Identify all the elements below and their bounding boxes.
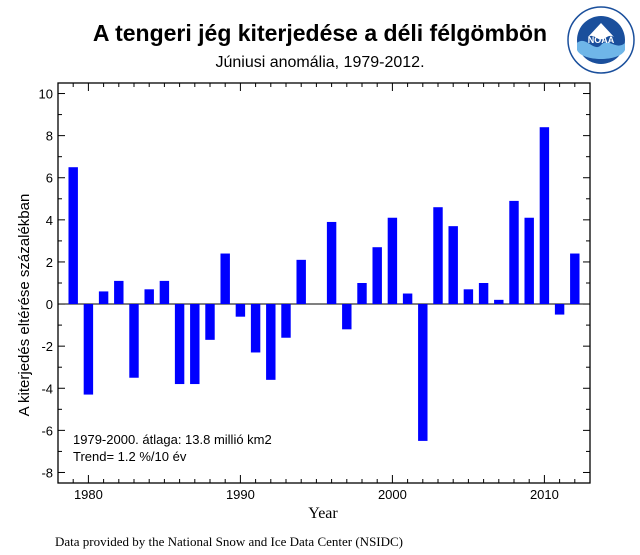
bar-1980 (83, 304, 94, 395)
y-tick-label: 0 (46, 297, 53, 312)
bar-1983 (129, 304, 139, 378)
annotation-trend: Trend= 1.2 %/10 év (73, 449, 187, 464)
bar-series (68, 127, 580, 441)
bar-1979 (68, 167, 78, 305)
source-note: Data provided by the National Snow and I… (55, 534, 404, 549)
bar-1988 (205, 304, 215, 340)
y-tick-label: 8 (46, 129, 53, 144)
bar-2009 (524, 217, 534, 305)
bar-2001 (402, 293, 413, 305)
bar-1992 (266, 304, 276, 380)
chart-subtitle: Júniusi anomália, 1979-2012. (215, 54, 425, 71)
bar-1997 (342, 304, 352, 330)
y-axis-label: A kiterjedés eltérése százalékban (16, 194, 33, 417)
x-axis-label: Year (308, 505, 338, 522)
y-tick-label: 6 (46, 171, 53, 186)
y-tick-label: -4 (41, 381, 53, 396)
y-tick-label: 10 (39, 87, 53, 102)
bar-1981 (98, 291, 109, 305)
bar-1996 (326, 221, 337, 305)
bar-2011 (554, 304, 565, 315)
y-tick-label: 2 (46, 255, 53, 270)
y-tick-label: -6 (41, 423, 53, 438)
x-tick-label: 1990 (226, 487, 255, 502)
y-tick-label: -2 (41, 339, 53, 354)
bar-2003 (433, 207, 443, 305)
bar-1999 (372, 247, 382, 305)
noaa-logo: NOAA (567, 6, 635, 74)
x-tick-label: 2010 (530, 487, 559, 502)
bar-1993 (281, 304, 291, 338)
bar-2000 (387, 217, 398, 305)
bar-1991 (250, 304, 261, 353)
bar-1982 (114, 280, 124, 305)
x-tick-label: 2000 (378, 487, 407, 502)
bar-1985 (159, 280, 170, 305)
logo-text: NOAA (588, 35, 615, 45)
bar-2004 (448, 226, 458, 305)
bar-1998 (357, 283, 367, 305)
y-tick-label: -8 (41, 465, 53, 480)
bar-2010 (539, 127, 550, 305)
bar-1994 (296, 259, 306, 305)
bar-1989 (220, 253, 230, 305)
x-axis: 1980 1990 2000 2010 (57, 83, 591, 502)
y-tick-label: 4 (46, 213, 53, 228)
x-tick-label: 1980 (74, 487, 103, 502)
annotation-average: 1979-2000. átlaga: 13.8 millió km2 (73, 432, 272, 447)
bar-2006 (478, 283, 489, 305)
bar-2012 (570, 253, 580, 305)
bar-2005 (463, 289, 474, 305)
bar-2007 (494, 299, 504, 305)
bar-1986 (174, 304, 185, 385)
bar-2008 (509, 200, 519, 305)
bar-2002 (418, 304, 428, 441)
y-axis: -8 -6 -4 -2 0 2 4 6 8 10 (39, 87, 590, 480)
bar-1984 (144, 289, 154, 305)
bar-1990 (235, 304, 246, 317)
bar-1987 (190, 304, 200, 385)
chart-title: A tengeri jég kiterjedése a déli félgömb… (92, 20, 548, 46)
